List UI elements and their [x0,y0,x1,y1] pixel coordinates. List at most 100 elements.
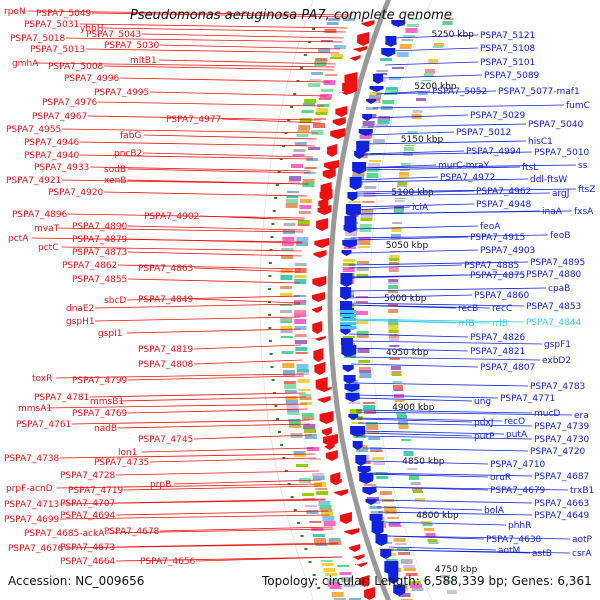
feature-block [370,450,383,452]
left-leader-line [119,77,331,83]
scale-tick [290,496,294,498]
feature-block [423,73,434,77]
feature-block [306,510,319,514]
left-leader-line [59,499,326,505]
genome-backbone [327,0,392,600]
feature-block [388,267,399,272]
feature-block [304,99,317,103]
feature-block [311,130,324,135]
reverse-gene-arrow [391,20,406,27]
feature-block [280,293,292,297]
feature-block [391,374,402,376]
right-leader-line [347,304,491,309]
feature-block [289,426,302,428]
left-leader-line [117,423,310,429]
feature-block [388,522,401,526]
reverse-gene-arrow [341,352,352,357]
rna-gene-block [340,314,357,317]
feature-block [331,54,343,59]
right-gene-label: PSPA7_5040 [528,120,584,130]
left-gene-label: PSPA7_4855 [72,275,127,285]
accession-label: Accession: [8,574,72,588]
right-gene-label: argJ [552,189,569,199]
feature-block [345,231,357,236]
feature-block [388,322,399,327]
feature-block [412,488,423,491]
right-gene-label: recC [492,304,512,314]
feature-block [397,415,407,419]
genes-value: 6,361 [557,574,592,588]
feature-block [314,538,326,543]
scale-tick [270,236,274,238]
feature-block [365,179,378,181]
right-leader-line [353,210,573,215]
scale-tick [275,184,279,186]
feature-block [370,511,383,516]
left-leader-line [158,59,336,65]
feature-block [292,154,305,156]
feature-block [388,334,399,339]
feature-block [388,309,399,313]
left-gene-label: PSPA7_4902 [144,212,199,222]
feature-block [311,72,324,75]
right-gene-label: PSPA7_5010 [534,148,590,158]
forward-gene-arrow [314,362,326,375]
feature-block [433,43,444,47]
feature-block [382,100,395,104]
feature-block [282,363,295,368]
feature-block [411,588,424,591]
topology-value: circular [321,574,367,588]
left-gene-label: PSPA7_4819 [138,345,194,355]
feature-block [377,119,390,124]
feature-block [300,402,313,405]
right-gene-label: PSPA7_4844 [526,318,582,328]
reverse-gene-arrow [385,36,397,47]
feature-block [363,484,376,486]
accession-value: NC_009656 [75,574,145,588]
feature-block [388,282,399,284]
accession-footer: Accession: NC_009656 [8,574,144,588]
feature-block [296,369,309,373]
reverse-gene-arrow [375,534,388,546]
feature-block [280,275,293,280]
feature-block [357,246,370,248]
feature-block [296,237,309,242]
feature-block [405,28,418,33]
feature-block [348,402,361,404]
forward-gene-arrow [312,306,323,313]
left-leader-line [115,470,319,476]
feature-block [294,310,307,315]
feature-block [428,59,439,63]
feature-block [392,381,403,383]
feature-block [398,552,411,555]
feature-block [390,234,401,237]
right-gene-label: PSPA7_5108 [480,44,536,54]
left-leader-line [127,408,308,414]
feature-block [308,83,321,87]
reverse-gene-arrow [341,250,352,256]
feature-block [389,345,400,348]
feature-block [342,336,355,338]
left-gene-label: PSPA7_4735 [94,458,149,468]
feature-block [299,118,312,123]
right-gene-label: PSPA7_4895 [530,258,585,268]
feature-block [347,390,360,394]
right-leader-line [376,506,483,511]
right-gene-label: bolA [484,506,505,516]
left-gene-label: mmsA1 [18,404,52,414]
reverse-gene-arrow [355,455,367,466]
forward-gene-arrow [317,205,332,215]
left-gene-label: PSPA7_4678 [104,527,160,537]
left-gene-label: PSPA7_5049 [36,9,92,19]
feature-block [442,580,453,583]
feature-block [401,39,414,41]
feature-block [319,505,332,510]
scale-tick [269,353,273,355]
feature-block [294,454,307,457]
left-leader-line [127,375,304,381]
feature-block [285,396,298,401]
left-gene-label: PSPA7_4996 [64,74,120,84]
reverse-gene-arrow [343,225,357,233]
left-leader-line [65,37,343,43]
left-gene-label: PSPA7_5031 [24,20,79,30]
